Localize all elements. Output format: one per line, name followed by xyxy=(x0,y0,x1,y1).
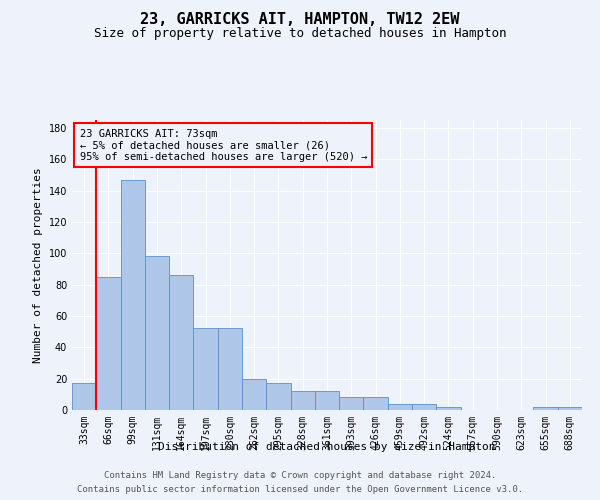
Text: Contains public sector information licensed under the Open Government Licence v3: Contains public sector information licen… xyxy=(77,484,523,494)
Bar xyxy=(558,407,582,410)
Bar xyxy=(193,328,218,410)
Bar xyxy=(121,180,145,410)
Bar xyxy=(339,398,364,410)
Bar xyxy=(266,384,290,410)
Bar xyxy=(412,404,436,410)
Text: 23, GARRICKS AIT, HAMPTON, TW12 2EW: 23, GARRICKS AIT, HAMPTON, TW12 2EW xyxy=(140,12,460,28)
Bar xyxy=(218,328,242,410)
Bar xyxy=(436,407,461,410)
Bar xyxy=(242,378,266,410)
Bar xyxy=(290,391,315,410)
Text: Contains HM Land Registry data © Crown copyright and database right 2024.: Contains HM Land Registry data © Crown c… xyxy=(104,472,496,480)
Bar xyxy=(145,256,169,410)
Text: Distribution of detached houses by size in Hampton: Distribution of detached houses by size … xyxy=(158,442,496,452)
Bar xyxy=(533,407,558,410)
Bar xyxy=(364,398,388,410)
Bar xyxy=(96,277,121,410)
Text: Size of property relative to detached houses in Hampton: Size of property relative to detached ho… xyxy=(94,28,506,40)
Bar xyxy=(72,384,96,410)
Y-axis label: Number of detached properties: Number of detached properties xyxy=(33,167,43,363)
Bar xyxy=(388,404,412,410)
Text: 23 GARRICKS AIT: 73sqm
← 5% of detached houses are smaller (26)
95% of semi-deta: 23 GARRICKS AIT: 73sqm ← 5% of detached … xyxy=(80,128,367,162)
Bar xyxy=(315,391,339,410)
Bar xyxy=(169,275,193,410)
